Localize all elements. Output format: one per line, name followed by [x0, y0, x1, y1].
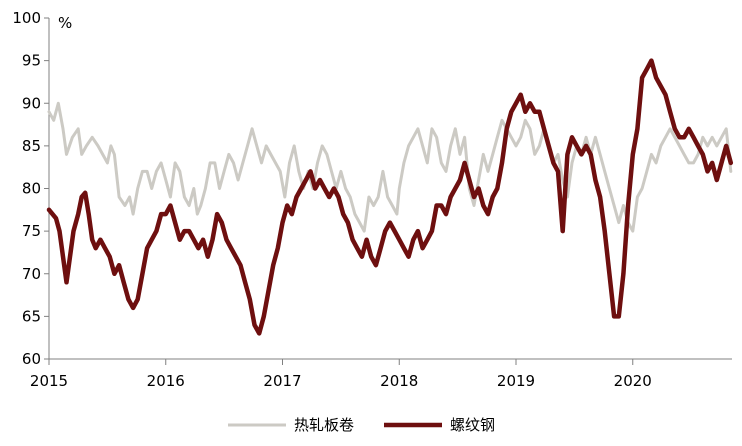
- x-tick-label: 2020: [614, 372, 652, 390]
- y-tick-label: 85: [22, 137, 41, 155]
- y-tick-label: 80: [22, 180, 41, 198]
- y-tick-label: 95: [22, 52, 41, 70]
- y-tick-label: 65: [22, 307, 41, 325]
- legend: 热轧板卷 螺纹钢: [228, 416, 495, 434]
- legend-label: 热轧板卷: [294, 416, 354, 434]
- y-tick-label: 75: [22, 222, 41, 240]
- legend-label: 螺纹钢: [450, 416, 495, 434]
- x-tick-label: 2015: [30, 372, 68, 390]
- y-tick-label: 60: [22, 350, 41, 368]
- x-tick-label: 2019: [497, 372, 535, 390]
- y-tick-label: 90: [22, 94, 41, 112]
- series-layer: [46, 58, 734, 336]
- y-tick-label: 100: [12, 9, 41, 27]
- x-tick-label: 2017: [263, 372, 301, 390]
- y-tick-label: 70: [22, 265, 41, 283]
- x-tick-label: 2016: [147, 372, 185, 390]
- axes: 60 65 70 75 80 85 90 95 100 2015 2016 2017 2018 2019 2…: [12, 9, 732, 390]
- series-line-2: [46, 58, 734, 336]
- series-line-1: [47, 101, 733, 233]
- x-tick-label: 2018: [380, 372, 418, 390]
- y-axis-unit-label: %: [58, 14, 72, 32]
